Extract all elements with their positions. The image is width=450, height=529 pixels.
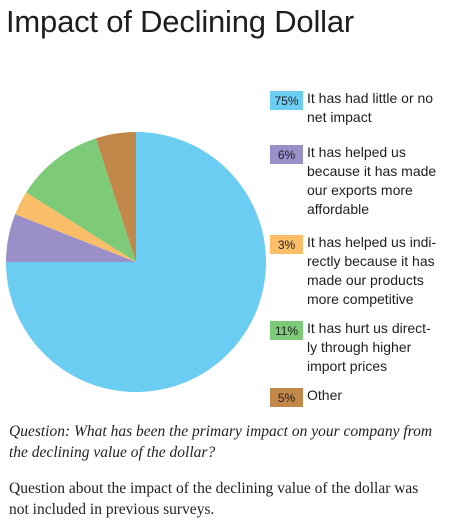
survey-question: Question: What has been the primary impa… [9,423,433,461]
legend-swatch-75: 75% [270,91,303,110]
legend-label-other: Other [307,387,343,403]
survey-note: Question about the impact of the declini… [9,480,419,518]
pie-slice-import-prices [26,138,137,262]
legend-label-import-prices: It has hurt us direct- ly through higher… [307,320,431,374]
legend-swatch-3: 3% [270,235,303,254]
legend-swatch-5: 5% [270,388,303,407]
legend-label-no-impact: It has had little or no net impact [307,90,434,125]
legend-label-exports: It has helped us because it has made our… [307,144,437,217]
legend-label-competitive: It has helped us indi- rectly because it… [307,234,437,307]
pie-slice-exports [6,214,136,262]
pie-slice-other [95,132,136,262]
legend-swatch-6: 6% [270,145,303,164]
legend-swatch-11: 11% [270,321,303,340]
pie-slice-competitive [15,192,137,262]
chart-title: Impact of Declining Dollar [6,4,355,39]
pie-chart [6,132,266,392]
